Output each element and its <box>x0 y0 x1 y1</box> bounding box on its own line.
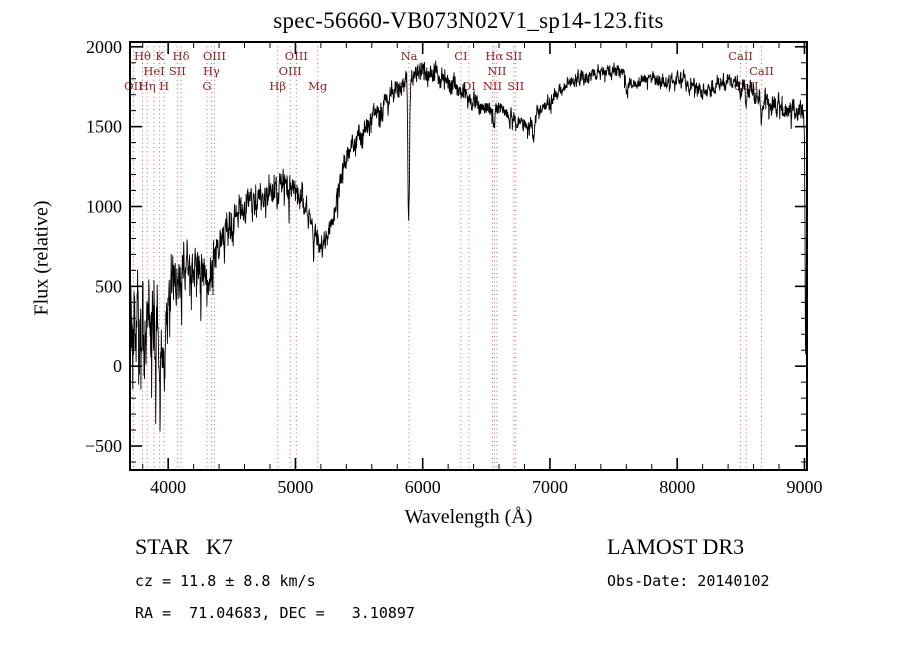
y-tick-label: 0 <box>113 356 122 376</box>
obs-date-text: Obs-Date: 20140102 <box>607 572 770 590</box>
line-label: SII <box>505 49 522 63</box>
tick-labels: 4000 5000 6000 7000 8000 9000 −500 0 500 1000 1500… <box>85 37 823 497</box>
y-tick-label: 2000 <box>86 37 122 57</box>
line-label: OII <box>124 79 143 93</box>
x-tick-label: 6000 <box>405 477 441 497</box>
line-label: Hθ <box>134 49 151 63</box>
plot-frame <box>129 41 808 471</box>
y-tick-label: 500 <box>95 276 122 296</box>
line-label: CaII <box>749 64 774 78</box>
line-label: Na <box>401 49 418 63</box>
x-tick-label: 4000 <box>150 477 186 497</box>
line-label: H <box>159 79 169 93</box>
figure-title: spec-56660-VB073N02V1_sp14-123.fits <box>273 8 664 33</box>
y-tick-label: 1500 <box>86 117 122 137</box>
y-tick-label: 1000 <box>86 196 122 216</box>
line-label: SII <box>507 79 524 93</box>
line-label: SII <box>169 64 186 78</box>
line-label: HeI <box>143 64 164 78</box>
x-tick-label: 8000 <box>659 477 695 497</box>
line-label: NII <box>483 79 502 93</box>
axis-ticks <box>130 42 807 470</box>
spectral-line-markers <box>132 42 762 470</box>
line-label: G <box>202 79 211 93</box>
x-tick-label: 9000 <box>786 477 822 497</box>
line-label: CaII <box>728 49 753 63</box>
classification-text: STAR K7 <box>135 534 233 559</box>
line-label: Mg <box>308 79 328 93</box>
line-label: Hγ <box>203 64 220 78</box>
line-label: Hβ <box>269 79 286 93</box>
line-label: Hδ <box>173 49 190 63</box>
x-tick-label: 7000 <box>532 477 568 497</box>
ra-dec-text: RA = 71.04683, DEC = 3.10897 <box>135 604 415 622</box>
line-label: OIII <box>285 49 308 63</box>
x-tick-label: 5000 <box>277 477 313 497</box>
y-axis-label: Flux (relative) <box>30 200 53 316</box>
y-tick-label: −500 <box>85 436 122 456</box>
line-label: K <box>155 49 164 63</box>
line-label: Hα <box>485 49 503 63</box>
survey-text: LAMOST DR3 <box>607 534 745 559</box>
line-label: OIII <box>203 49 226 63</box>
x-axis-label: Wavelength (Å) <box>404 506 533 528</box>
line-label: CI <box>454 49 467 63</box>
line-label: Hη <box>139 79 156 93</box>
spectrum-trace <box>129 60 808 432</box>
line-label: NII <box>487 64 506 78</box>
line-label: OIII <box>279 64 302 78</box>
cz-text: cz = 11.8 ± 8.8 km/s <box>135 572 316 590</box>
